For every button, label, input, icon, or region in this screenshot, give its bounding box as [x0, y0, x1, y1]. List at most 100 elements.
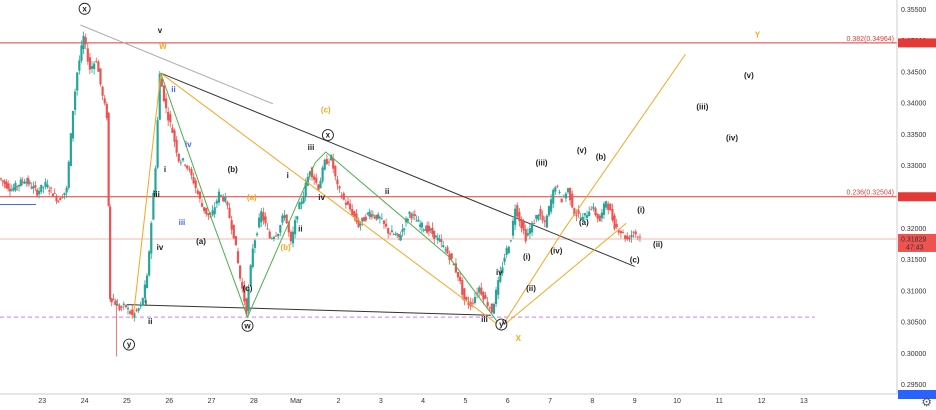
candle-body [323, 159, 326, 170]
candle-body [401, 229, 404, 232]
candle-body [28, 182, 32, 184]
candle-body [427, 225, 431, 232]
candle-body [10, 189, 13, 191]
candle-body [543, 220, 546, 222]
candle-body [366, 212, 369, 214]
candle-body [520, 219, 523, 229]
x-tick-label: Mar [290, 398, 303, 405]
candle-body [492, 303, 496, 314]
candle-body [403, 228, 406, 230]
candle-body [245, 298, 248, 315]
candle-body [226, 202, 229, 206]
candle-body [175, 139, 178, 153]
wave-label: X [516, 334, 522, 343]
candle-body [377, 214, 380, 219]
wave-label: iv [318, 193, 325, 202]
candle-body [262, 212, 265, 221]
candle-body [86, 48, 89, 62]
candle-body [368, 211, 371, 217]
candle-body [150, 223, 153, 254]
candle-body [628, 237, 631, 240]
candle-body [609, 203, 612, 211]
candle-body [230, 220, 233, 230]
gear-icon[interactable]: ⚙ [921, 395, 932, 409]
price-axis-bg [897, 0, 936, 410]
candle-body [411, 214, 415, 216]
candle-body [95, 61, 98, 63]
candle-body [325, 159, 328, 165]
candle-body [103, 98, 106, 104]
candle-body [497, 280, 500, 295]
candle-body [270, 237, 273, 239]
candle-body [357, 220, 360, 227]
candle-body [152, 193, 155, 220]
wave-label: (a) [247, 193, 257, 202]
candle-body [558, 192, 561, 193]
fib-axis-tag [898, 38, 936, 48]
candle-body [317, 184, 320, 191]
candle-body [490, 303, 493, 313]
wave-label: iii [308, 143, 315, 152]
candle-body [181, 158, 185, 161]
candle-body [281, 215, 284, 223]
wave-label: iv [157, 243, 164, 252]
candle-body [533, 223, 536, 225]
candle-body [370, 214, 373, 218]
y-tick-label: 0.34500 [901, 69, 926, 76]
candle-body [413, 214, 416, 216]
wave-label-circle [321, 129, 334, 142]
wave-label: ii [298, 224, 302, 233]
candle-body [375, 214, 378, 220]
candle-body [535, 215, 538, 219]
candle-body [255, 233, 259, 236]
wave-label: iii [481, 315, 488, 324]
candle-body [630, 234, 633, 238]
candle-body [32, 186, 35, 189]
candle-body [554, 187, 557, 192]
candle-body [537, 214, 540, 220]
candle-body [484, 295, 487, 299]
candle-body [585, 215, 589, 219]
candle-body [440, 239, 443, 243]
candle-body [310, 167, 314, 178]
candle-body [71, 110, 75, 139]
trend-line [160, 72, 635, 267]
candle-body [583, 213, 587, 216]
candle-body [424, 229, 427, 231]
candle-body [65, 187, 68, 193]
candle-body [169, 114, 172, 123]
candle-body [429, 228, 432, 231]
candle-body [99, 68, 102, 85]
wave-label: v [502, 318, 507, 327]
candle-body [194, 180, 197, 189]
candle-body [190, 169, 193, 176]
wave-label: x [326, 131, 331, 140]
candle-body [545, 215, 548, 228]
trend-lines [80, 24, 635, 316]
wave-label: iv [185, 140, 192, 149]
candle-body [283, 215, 286, 218]
candle-body [615, 223, 618, 228]
candle-body [228, 207, 231, 219]
wave-label: (ii) [526, 284, 536, 293]
candle-body [264, 216, 267, 224]
candle-body [480, 287, 483, 295]
candle-body [112, 298, 115, 300]
x-tick-label: 3 [379, 398, 383, 405]
candle-body [158, 73, 161, 120]
candle-body [556, 185, 559, 187]
candle-body [611, 208, 614, 221]
candle-body [287, 222, 290, 233]
candle-body [362, 217, 366, 222]
candle-body [177, 153, 180, 162]
candle-body [526, 233, 529, 236]
x-tick-label: 26 [165, 398, 173, 405]
fibonacci-levels: 0.382(0.34964) 0.236(0.32504) [0, 36, 897, 318]
candle-body [74, 91, 77, 110]
candle-body [619, 231, 623, 234]
candle-body [304, 182, 307, 197]
candle-body [114, 300, 117, 305]
candle-body [82, 36, 85, 50]
candle-body [107, 112, 110, 206]
